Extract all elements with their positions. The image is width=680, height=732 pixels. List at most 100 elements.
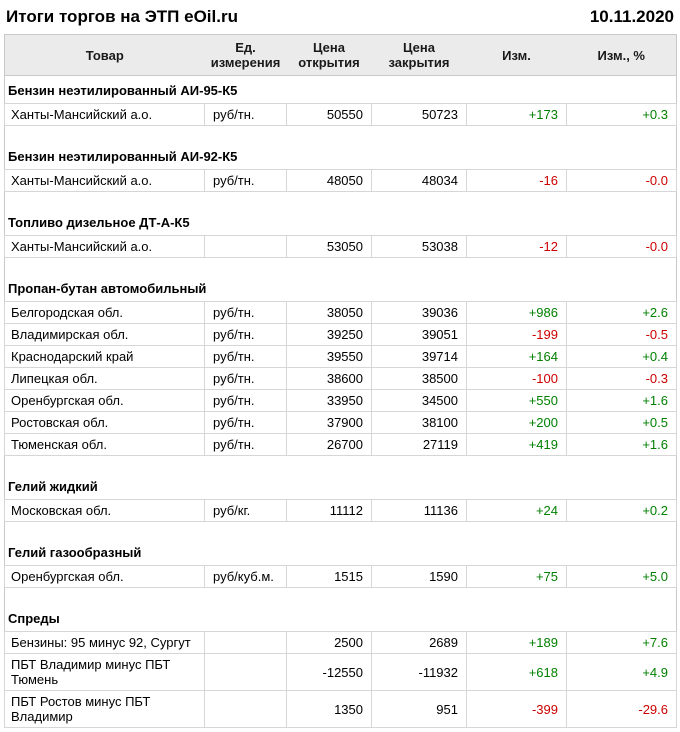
change-pct-cell: +4.9 xyxy=(566,653,677,691)
column-header: Изм. xyxy=(466,34,567,76)
close-price-cell: 1590 xyxy=(371,565,467,588)
open-price-cell: 48050 xyxy=(286,169,372,192)
column-header: Ед. измерения xyxy=(204,34,287,76)
unit-cell xyxy=(204,235,287,258)
column-header: Товар xyxy=(4,34,205,76)
change-pct-cell: +0.5 xyxy=(566,411,677,434)
column-header: Цена закрытия xyxy=(371,34,467,76)
header-row: Товар Ед. измерения Цена открытия Цена закр… xyxy=(4,34,677,76)
change-pct-cell: +1.6 xyxy=(566,433,677,456)
change-pct-cell: +0.2 xyxy=(566,499,677,522)
report-date: 10.11.2020 xyxy=(589,7,674,26)
product-cell: Бензины: 95 минус 92, Сургут xyxy=(4,631,205,654)
open-price-cell: 26700 xyxy=(286,433,372,456)
group-title: Бензин неэтилированный АИ-92-К5 xyxy=(4,125,677,170)
open-price-cell: 33950 xyxy=(286,389,372,412)
product-cell: Краснодарский край xyxy=(4,345,205,368)
product-cell: ПБТ Владимир минус ПБТ Тюмень xyxy=(4,653,205,691)
table-row: Ханты-Мансийский а.о. руб/тн. 48050 48034 -1… xyxy=(4,169,677,192)
close-price-cell: 11136 xyxy=(371,499,467,522)
change-cell: +164 xyxy=(466,345,567,368)
table-row: Московская обл. руб/кг. 11112 11136 +24 +0.2 xyxy=(4,499,677,522)
unit-cell: руб/тн. xyxy=(204,433,287,456)
open-price-cell: 50550 xyxy=(286,103,372,126)
change-cell: +24 xyxy=(466,499,567,522)
change-pct-cell: +7.6 xyxy=(566,631,677,654)
change-pct-cell: -0.0 xyxy=(566,169,677,192)
group-title: Спреды xyxy=(4,587,677,632)
unit-cell xyxy=(204,631,287,654)
column-header: Изм., % xyxy=(566,34,677,76)
change-cell: -16 xyxy=(466,169,567,192)
table-row: Ханты-Мансийский а.о. 53050 53038 -12 -0.0 xyxy=(4,235,677,258)
close-price-cell: 27119 xyxy=(371,433,467,456)
open-price-cell: 53050 xyxy=(286,235,372,258)
group-row: Пропан-бутан автомобильный xyxy=(4,257,677,302)
change-cell: -399 xyxy=(466,690,567,728)
table-row: Бензины: 95 минус 92, Сургут 2500 2689 +189… xyxy=(4,631,677,654)
unit-cell: руб/куб.м. xyxy=(204,565,287,588)
change-pct-cell: +1.6 xyxy=(566,389,677,412)
open-price-cell: 37900 xyxy=(286,411,372,434)
close-price-cell: 38500 xyxy=(371,367,467,390)
change-cell: -12 xyxy=(466,235,567,258)
unit-cell: руб/тн. xyxy=(204,367,287,390)
close-price-cell: 39051 xyxy=(371,323,467,346)
unit-cell: руб/кг. xyxy=(204,499,287,522)
product-cell: Липецкая обл. xyxy=(4,367,205,390)
open-price-cell: 39550 xyxy=(286,345,372,368)
close-price-cell: 53038 xyxy=(371,235,467,258)
table-row: ПБТ Владимир минус ПБТ Тюмень -12550 -1193… xyxy=(4,653,677,691)
group-row: Спреды xyxy=(4,587,677,632)
title-bar: Итоги торгов на ЭТП eOil.ru 10.11.2020 xyxy=(4,5,676,34)
group-row: Гелий жидкий xyxy=(4,455,677,500)
unit-cell xyxy=(204,653,287,691)
close-price-cell: 39714 xyxy=(371,345,467,368)
group-row: Бензин неэтилированный АИ-95-К5 xyxy=(4,75,677,104)
change-cell: +550 xyxy=(466,389,567,412)
open-price-cell: 1515 xyxy=(286,565,372,588)
unit-cell: руб/тн. xyxy=(204,103,287,126)
group-title: Бензин неэтилированный АИ-95-К5 xyxy=(4,75,677,104)
open-price-cell: 1350 xyxy=(286,690,372,728)
product-cell: Оренбургская обл. xyxy=(4,389,205,412)
product-cell: Оренбургская обл. xyxy=(4,565,205,588)
close-price-cell: 38100 xyxy=(371,411,467,434)
group-title: Пропан-бутан автомобильный xyxy=(4,257,677,302)
close-price-cell: 951 xyxy=(371,690,467,728)
unit-cell: руб/тн. xyxy=(204,323,287,346)
open-price-cell: 39250 xyxy=(286,323,372,346)
table-row: Краснодарский край руб/тн. 39550 39714 +164 +… xyxy=(4,345,677,368)
trading-results-table: Товар Ед. измерения Цена открытия Цена закр… xyxy=(4,34,677,728)
change-cell: +200 xyxy=(466,411,567,434)
product-cell: Московская обл. xyxy=(4,499,205,522)
table-header: Товар Ед. измерения Цена открытия Цена закр… xyxy=(4,34,677,76)
unit-cell: руб/тн. xyxy=(204,169,287,192)
table-row: Ханты-Мансийский а.о. руб/тн. 50550 50723 +1… xyxy=(4,103,677,126)
change-pct-cell: +2.6 xyxy=(566,301,677,324)
change-cell: +618 xyxy=(466,653,567,691)
product-cell: Ростовская обл. xyxy=(4,411,205,434)
product-cell: Белгородская обл. xyxy=(4,301,205,324)
product-cell: ПБТ Ростов минус ПБТ Владимир xyxy=(4,690,205,728)
table-row: Липецкая обл. руб/тн. 38600 38500 -100 -0.3 xyxy=(4,367,677,390)
open-price-cell: 38050 xyxy=(286,301,372,324)
unit-cell xyxy=(204,690,287,728)
product-cell: Владимирская обл. xyxy=(4,323,205,346)
change-pct-cell: -0.0 xyxy=(566,235,677,258)
close-price-cell: 34500 xyxy=(371,389,467,412)
unit-cell: руб/тн. xyxy=(204,411,287,434)
open-price-cell: 11112 xyxy=(286,499,372,522)
change-pct-cell: -29.6 xyxy=(566,690,677,728)
table-row: Оренбургская обл. руб/тн. 33950 34500 +550 +1… xyxy=(4,389,677,412)
change-pct-cell: +0.3 xyxy=(566,103,677,126)
product-cell: Ханты-Мансийский а.о. xyxy=(4,235,205,258)
change-cell: +75 xyxy=(466,565,567,588)
page-title: Итоги торгов на ЭТП eOil.ru xyxy=(6,7,238,26)
group-row: Гелий газообразный xyxy=(4,521,677,566)
change-cell: +986 xyxy=(466,301,567,324)
change-cell: +173 xyxy=(466,103,567,126)
table-row: Белгородская обл. руб/тн. 38050 39036 +986 +2… xyxy=(4,301,677,324)
unit-cell: руб/тн. xyxy=(204,389,287,412)
